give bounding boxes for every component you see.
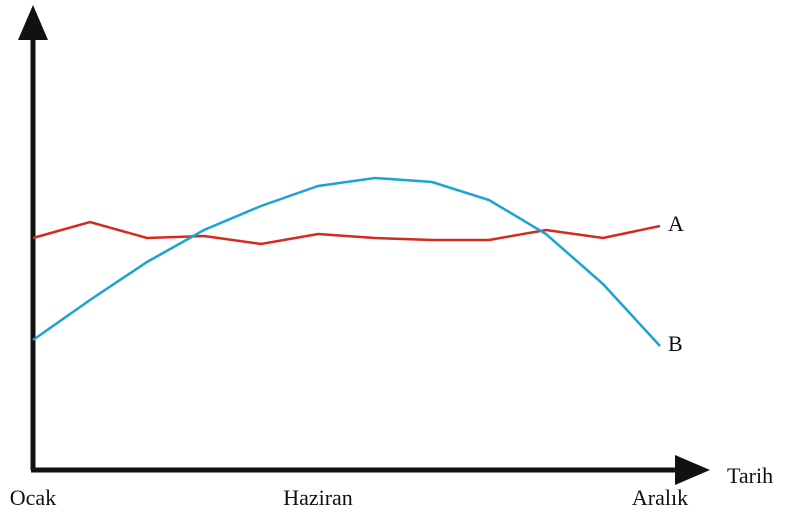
x-axis-label: Tarih — [727, 463, 773, 488]
y-axis-arrow — [18, 5, 48, 40]
series-label: A — [668, 211, 684, 236]
x-tick-label: Ocak — [10, 485, 56, 510]
line-A — [33, 222, 660, 244]
line-B — [33, 178, 660, 346]
x-tick-label: Haziran — [283, 485, 353, 510]
series-label: B — [668, 331, 683, 356]
x-axis-arrow — [675, 455, 710, 485]
chart: Tarih Ocak Haziran Aralık A B — [0, 0, 789, 523]
x-tick-label: Aralık — [632, 485, 688, 510]
